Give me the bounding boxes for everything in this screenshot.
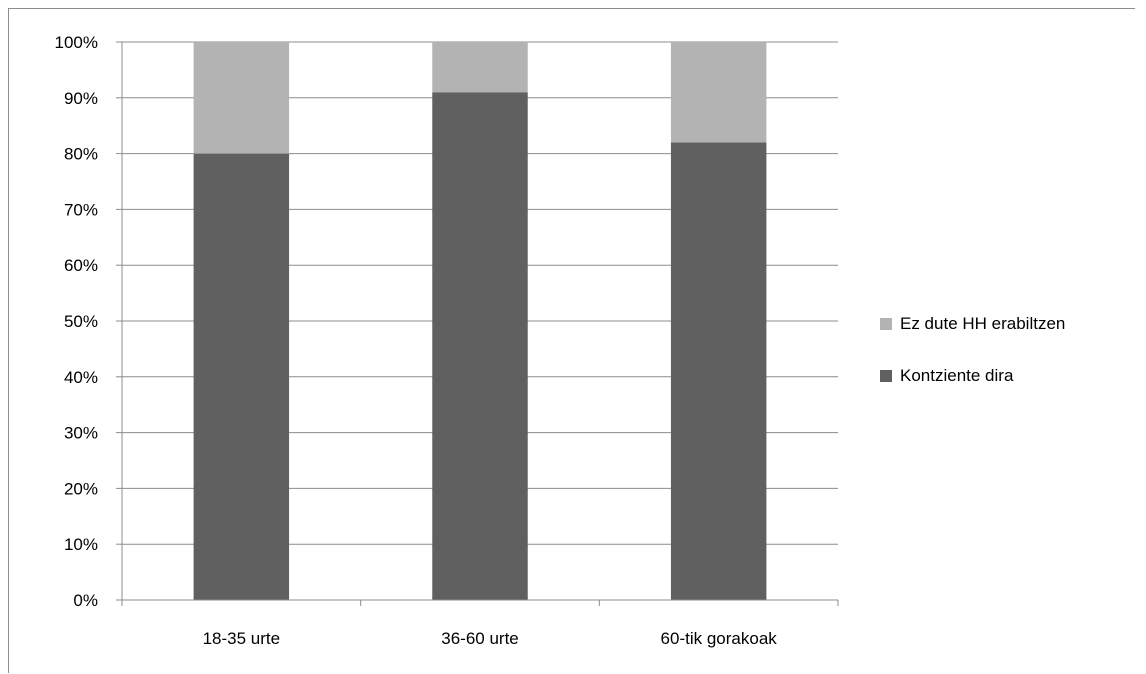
x-tick-label: 36-60 urte bbox=[441, 629, 519, 648]
bar-segment bbox=[670, 42, 767, 143]
legend: Ez dute HH erabiltzen Kontziente dira bbox=[880, 314, 1065, 385]
x-tick-label: 60-tik gorakoak bbox=[661, 629, 778, 648]
y-tick-label: 40% bbox=[64, 368, 98, 387]
y-tick-label: 10% bbox=[64, 535, 98, 554]
y-tick-label: 70% bbox=[64, 200, 98, 219]
y-tick-label: 60% bbox=[64, 256, 98, 275]
bar-segment bbox=[193, 42, 290, 154]
legend-label: Kontziente dira bbox=[900, 366, 1014, 385]
y-tick-label: 50% bbox=[64, 312, 98, 331]
y-axis-tick-labels: 0% 10% 20% 30% 40% 50% 60% 70% 80% 90% 100% bbox=[55, 33, 98, 610]
y-tick-label: 80% bbox=[64, 145, 98, 164]
y-tick-label: 20% bbox=[64, 479, 98, 498]
x-axis-tick-labels: 18-35 urte 36-60 urte 60-tik gorakoak bbox=[203, 629, 778, 648]
bar-segment bbox=[670, 142, 767, 600]
bar-segment bbox=[193, 153, 290, 600]
legend-label: Ez dute HH erabiltzen bbox=[900, 314, 1065, 333]
bars bbox=[193, 42, 767, 600]
y-tick-label: 90% bbox=[64, 89, 98, 108]
y-tick-label: 100% bbox=[55, 33, 98, 52]
y-tick-label: 30% bbox=[64, 424, 98, 443]
bar-segment bbox=[432, 42, 528, 93]
axes bbox=[116, 41, 839, 606]
y-tick-label: 0% bbox=[73, 591, 98, 610]
legend-swatch bbox=[880, 370, 892, 382]
x-tick-label: 18-35 urte bbox=[203, 629, 281, 648]
legend-swatch bbox=[880, 318, 892, 330]
bar-segment bbox=[432, 92, 528, 600]
